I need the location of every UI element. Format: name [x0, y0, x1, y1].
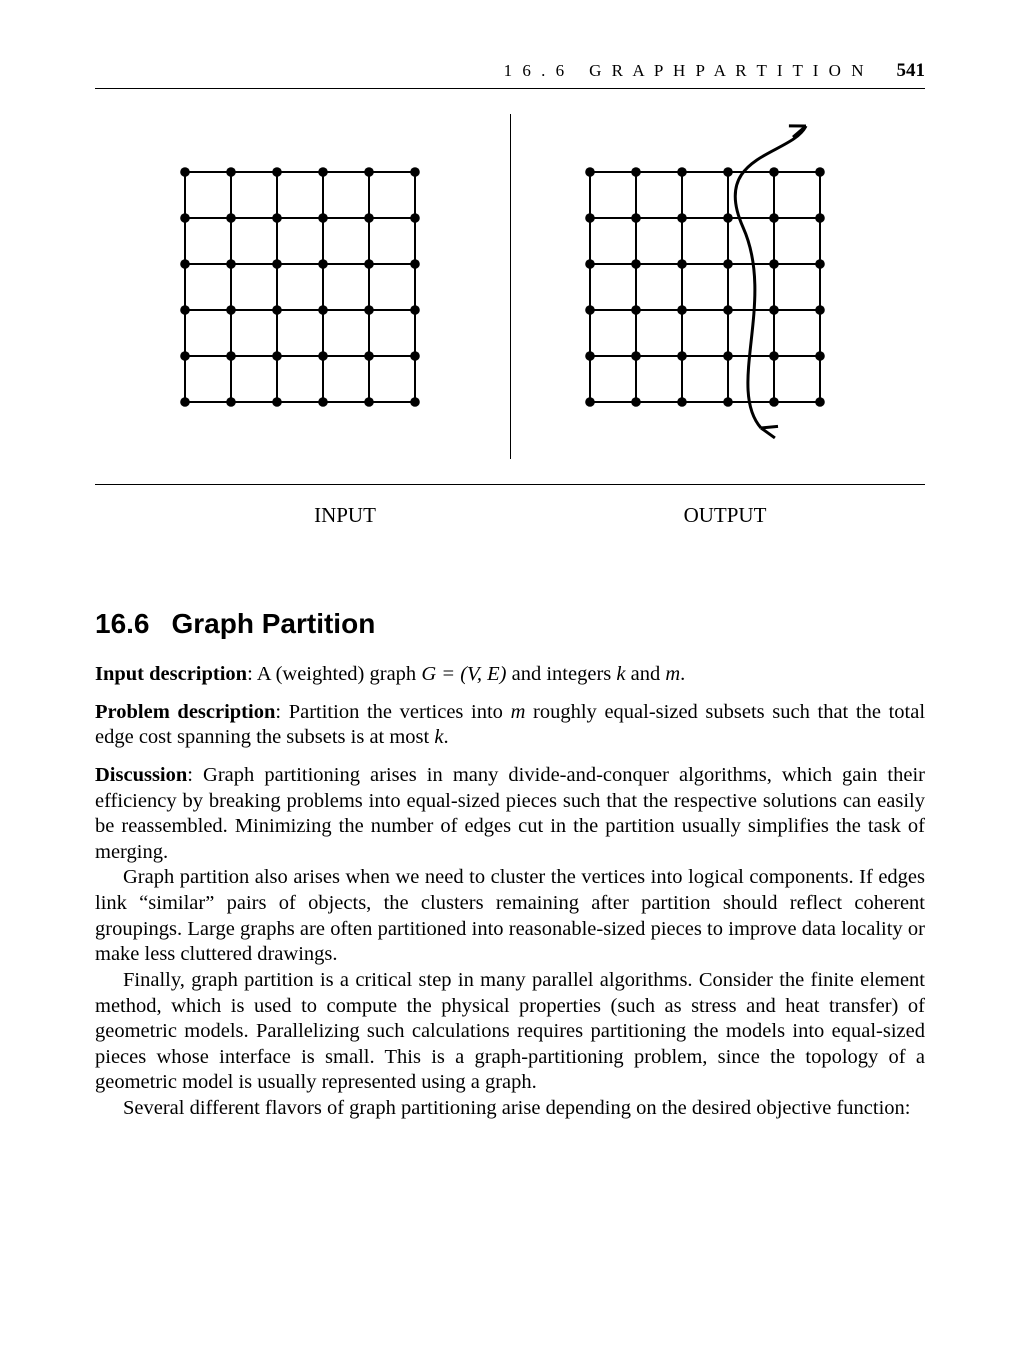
math-m: m [665, 663, 680, 685]
para-discussion-4: Several different flavors of graph parti… [95, 1096, 925, 1122]
para-discussion-1: Discussion: Graph partitioning arises in… [95, 763, 925, 866]
para-discussion-3: Finally, graph partition is a critical s… [95, 968, 925, 1096]
text: . [680, 663, 685, 685]
figure-block [95, 114, 925, 459]
para-input-description: Input description: A (weighted) graph G … [95, 662, 925, 688]
text: : Partition the vertices into [275, 701, 510, 723]
input-grid-svg [165, 152, 435, 422]
label-input-description: Input description [95, 663, 247, 685]
label-discussion: Discussion [95, 764, 187, 786]
math-k: k [616, 663, 625, 685]
caption-input: INPUT [95, 503, 535, 528]
section-title: Graph Partition [172, 608, 376, 639]
text: : Graph partitioning arises in many divi… [95, 764, 925, 863]
figure-output [516, 114, 926, 459]
output-grid-svg [570, 122, 870, 452]
header-section-number: 1 6 . 6 [504, 61, 568, 81]
math-m2: m [511, 701, 526, 723]
figure-captions: INPUT OUTPUT [95, 503, 925, 528]
text: and [626, 663, 666, 685]
running-header: 1 6 . 6 G R A P H P A R T I T I O N 541 [95, 60, 925, 89]
figure-input [95, 114, 505, 459]
page: 1 6 . 6 G R A P H P A R T I T I O N 541 … [0, 0, 1020, 1347]
body-text: Input description: A (weighted) graph G … [95, 662, 925, 1122]
text: : A (weighted) graph [247, 663, 421, 685]
header-page-number: 541 [897, 60, 926, 82]
section-number: 16.6 [95, 608, 150, 639]
label-problem-description: Problem description [95, 701, 275, 723]
figure-rule [95, 484, 925, 485]
para-problem-description: Problem description: Partition the verti… [95, 700, 925, 751]
text: and integers [507, 663, 617, 685]
caption-output: OUTPUT [535, 503, 925, 528]
section-heading: 16.6 Graph Partition [95, 608, 925, 640]
para-discussion-2: Graph partition also arises when we need… [95, 865, 925, 968]
figure-separator [510, 114, 511, 459]
text: . [443, 726, 448, 748]
math-G: G = (V, E) [421, 663, 506, 685]
header-section-title: G R A P H P A R T I T I O N [589, 61, 866, 81]
